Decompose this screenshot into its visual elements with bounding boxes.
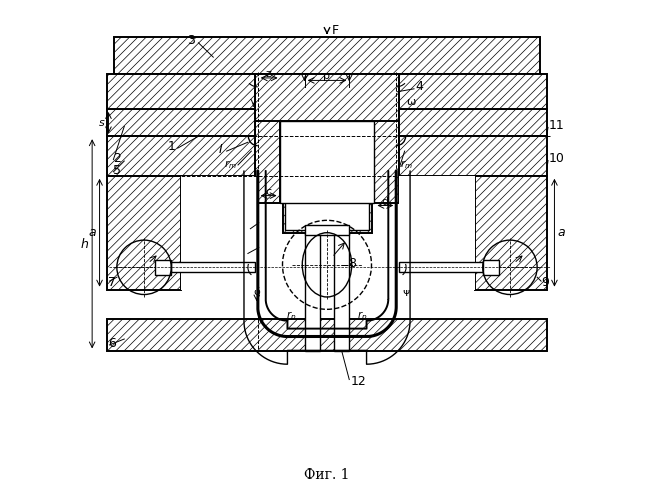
Text: III: III <box>237 248 247 258</box>
Text: 11: 11 <box>549 119 564 132</box>
Bar <box>399 74 547 109</box>
Text: 9: 9 <box>541 276 549 288</box>
Text: s: s <box>99 118 105 128</box>
Bar <box>171 262 255 272</box>
Bar <box>374 109 399 203</box>
Text: δ: δ <box>253 287 260 297</box>
Text: 6: 6 <box>109 338 116 350</box>
Bar <box>258 74 396 109</box>
Text: c: c <box>266 187 271 197</box>
Bar <box>107 109 255 136</box>
Text: β: β <box>243 278 250 288</box>
Text: 7: 7 <box>109 276 116 288</box>
Text: 4: 4 <box>415 80 423 94</box>
Bar <box>483 260 499 274</box>
Text: $r_m$: $r_m$ <box>400 158 413 172</box>
Text: ω: ω <box>406 96 415 106</box>
Text: z: z <box>266 70 271 80</box>
Bar <box>107 319 547 352</box>
Bar <box>255 74 401 122</box>
Text: 5: 5 <box>113 164 122 177</box>
Text: a: a <box>558 226 566 239</box>
Text: $r_p$: $r_p$ <box>357 310 368 324</box>
Bar <box>399 136 547 176</box>
Text: h: h <box>81 238 89 250</box>
Bar <box>107 136 255 176</box>
Text: F: F <box>332 24 339 38</box>
Bar <box>255 109 280 203</box>
Bar <box>305 226 349 235</box>
Text: Фиг. 1: Фиг. 1 <box>304 468 350 482</box>
Text: II: II <box>243 223 249 233</box>
Bar <box>399 262 483 272</box>
Text: 3: 3 <box>187 34 195 48</box>
Text: φ: φ <box>402 286 409 296</box>
Bar <box>305 232 320 352</box>
Bar <box>280 122 374 203</box>
Text: I: I <box>219 143 222 156</box>
Bar <box>399 176 475 290</box>
Bar <box>155 260 171 274</box>
Bar <box>107 74 255 109</box>
Text: 12: 12 <box>351 374 366 388</box>
Bar <box>475 176 547 290</box>
Text: 10: 10 <box>549 152 564 165</box>
Text: a: a <box>88 226 96 239</box>
Bar <box>181 176 258 290</box>
Text: 2: 2 <box>113 152 121 165</box>
Text: 8: 8 <box>349 258 356 270</box>
Text: 1: 1 <box>167 140 175 152</box>
Bar <box>283 151 371 232</box>
Bar <box>280 122 374 203</box>
Bar <box>285 154 369 230</box>
Text: p: p <box>324 72 330 82</box>
Bar <box>399 109 547 136</box>
Text: $r_m$: $r_m$ <box>224 158 237 172</box>
Bar <box>107 176 181 290</box>
Text: d: d <box>382 197 389 207</box>
Text: $r_p$: $r_p$ <box>286 310 297 324</box>
Text: γ: γ <box>250 96 257 106</box>
Bar <box>114 38 540 74</box>
Bar <box>334 232 349 352</box>
